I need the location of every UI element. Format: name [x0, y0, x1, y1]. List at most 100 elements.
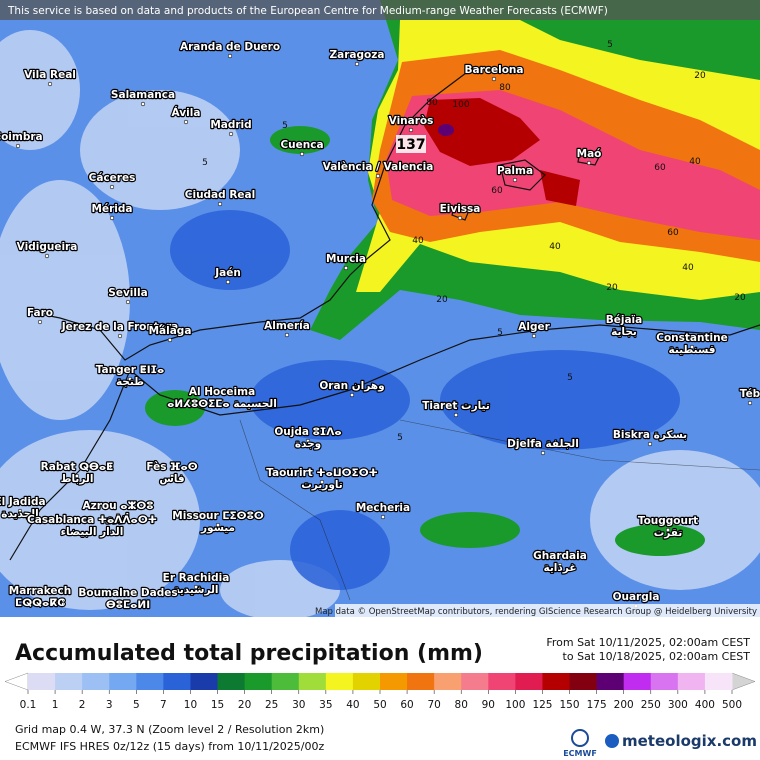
city-label: Béjaïa: [606, 314, 643, 326]
city-label: Cáceres: [89, 172, 136, 184]
city-label-alt: الرباط: [61, 473, 94, 485]
colorbar-label: 90: [482, 699, 495, 711]
colorbar-segment: [407, 673, 435, 690]
map: Aranda de Duero Zaragoza Vila Real Barcelon…: [0, 0, 760, 617]
colorbar-segment: [542, 673, 571, 690]
colorbar-label: 125: [532, 699, 552, 711]
contour-label: 40: [682, 263, 694, 273]
city-label-alt: ميسور: [200, 522, 235, 534]
city-dot: [215, 522, 221, 528]
contour-label: 20: [734, 293, 746, 303]
city-label: Zaragoza: [330, 49, 385, 61]
colorbar-label: 20: [238, 699, 251, 711]
colorbar-label: 100: [505, 699, 525, 711]
colorbar-segment: [434, 673, 462, 690]
colorbar-label: 150: [560, 699, 580, 711]
colorbar-label: 500: [722, 699, 742, 711]
city-dot: [457, 215, 463, 221]
contour-label: 20: [606, 283, 618, 293]
city-dot: [17, 508, 23, 514]
footer-line: Grid map 0.4 W, 37.3 N (Zoom level 2 / R…: [15, 723, 324, 736]
contour-label: 5: [397, 433, 403, 443]
colorbar-segment: [380, 673, 408, 690]
ecmwf-icon: [571, 729, 589, 747]
city-dot: [665, 527, 671, 533]
city-label: Tanger ⵟⵏⵊⴰ: [96, 364, 165, 376]
contour-label: 5: [497, 328, 503, 338]
colorbar-segment: [217, 673, 246, 690]
city-dot: [557, 562, 563, 568]
city-label: Azrou ⴰⵣⵔⵓ: [82, 500, 153, 512]
city-dot: [74, 473, 80, 479]
city-label: Er Rachidia: [163, 572, 230, 584]
colorbar-label: 300: [668, 699, 688, 711]
city-label: Faro: [27, 307, 53, 319]
city-dot: [140, 101, 146, 107]
city-label: Vinaròs: [389, 115, 434, 127]
meteologix-logo: meteologix.com: [622, 732, 757, 750]
city-label: Ghardaia: [533, 550, 587, 562]
colorbar-label: 175: [587, 699, 607, 711]
city-dot: [109, 184, 115, 190]
colorbar-segment: [244, 673, 273, 690]
map-credit: Map data © OpenStreetMap contributors, r…: [315, 607, 757, 617]
city-dot: [117, 333, 123, 339]
city-dot: [380, 514, 386, 520]
colorbar-label: 5: [133, 699, 140, 711]
city-dot: [540, 450, 546, 456]
city-dot: [225, 279, 231, 285]
colorbar-label: 40: [346, 699, 359, 711]
contour-label: 40: [689, 157, 701, 167]
colorbar-label: 30: [292, 699, 305, 711]
colorbar-segment: [569, 673, 598, 690]
colorbar-segment: [515, 673, 543, 690]
city-dot: [89, 526, 95, 532]
city-label-alt: فاس: [159, 473, 184, 485]
city-label: El Jadida: [0, 496, 46, 508]
contour-label: 5: [282, 121, 288, 131]
colorbar-segment: [271, 673, 300, 690]
city-label: Eivissa: [440, 203, 481, 215]
city-dot: [408, 127, 414, 133]
city-dot: [284, 332, 290, 338]
colorbar-label: 10: [184, 699, 197, 711]
colorbar-end: [731, 672, 756, 691]
city-dot: [125, 299, 131, 305]
city-dot: [44, 253, 50, 259]
colorbar-segment: [677, 673, 706, 690]
city-dot: [217, 201, 223, 207]
city-dot: [689, 344, 695, 350]
colorbar-segment: [298, 673, 327, 690]
city-dot: [453, 412, 459, 418]
city-label: Tiaret تيارت: [422, 400, 490, 412]
city-dot: [169, 473, 175, 479]
city-dot: [115, 512, 121, 518]
contour-label: 80: [499, 83, 511, 93]
colorbar-segment: [28, 673, 56, 690]
city-dot: [647, 441, 653, 447]
city-label-alt: وجدة: [295, 438, 321, 450]
city-label: Oujda ⵓⵊⴷⴰ: [274, 426, 341, 438]
city-dot: [228, 131, 234, 137]
colorbar-label: 35: [319, 699, 332, 711]
city-dot: [227, 53, 233, 59]
city-label: Salamanca: [111, 89, 175, 101]
colorbar-label: 80: [455, 699, 468, 711]
contour-label: 20: [436, 295, 448, 305]
city-dot: [354, 61, 360, 67]
city-label: Mérida: [92, 203, 133, 215]
colorbar-segment: [136, 673, 164, 690]
city-dot: [512, 177, 518, 183]
city-dot: [747, 400, 753, 406]
city-dot: [621, 326, 627, 332]
city-dot: [167, 337, 173, 343]
colorbar-segment: [190, 673, 219, 690]
city-label-alt: الرشيدية: [173, 584, 218, 596]
colorbar-end: [4, 672, 29, 691]
contour-label: 5: [567, 373, 573, 383]
city-label: Touggourt: [638, 515, 698, 527]
city-label: Jaén: [214, 267, 241, 279]
colorbar-segment: [109, 673, 137, 690]
city-dot: [531, 333, 537, 339]
city-label-alt: الدار البيضاء: [61, 526, 124, 538]
